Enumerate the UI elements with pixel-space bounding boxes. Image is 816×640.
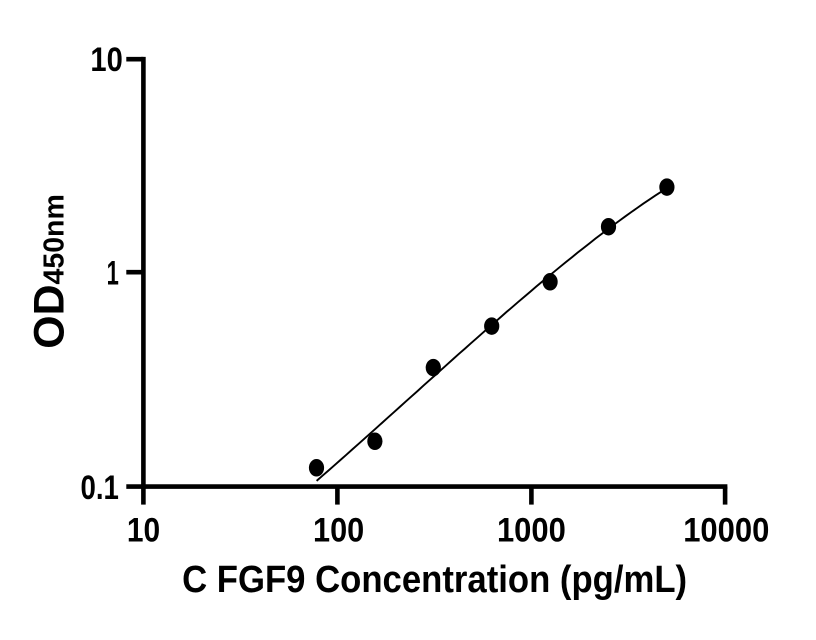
svg-text:C FGF9 Concentration (pg/mL): C FGF9 Concentration (pg/mL) xyxy=(182,559,687,601)
svg-text:1000: 1000 xyxy=(497,512,566,550)
svg-text:100: 100 xyxy=(313,512,364,550)
svg-text:10: 10 xyxy=(127,512,160,550)
svg-text:1: 1 xyxy=(107,255,119,293)
svg-text:0.1: 0.1 xyxy=(81,469,119,507)
svg-text:10000: 10000 xyxy=(683,512,769,550)
svg-text:10: 10 xyxy=(90,41,122,79)
